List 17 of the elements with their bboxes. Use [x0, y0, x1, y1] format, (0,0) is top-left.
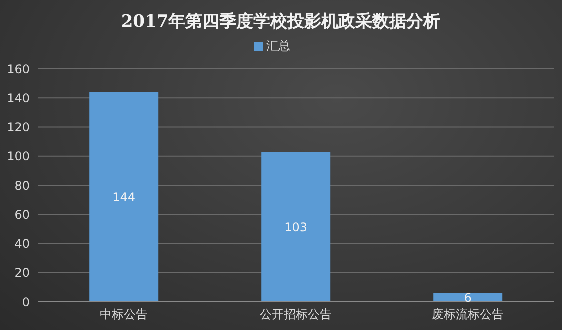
- x-tick-label: 中标公告: [100, 308, 148, 322]
- y-tick-label: 20: [14, 266, 30, 280]
- y-tick-label: 100: [7, 150, 30, 164]
- y-tick-label: 80: [14, 178, 30, 193]
- y-tick-label: 40: [14, 237, 30, 252]
- legend-label: 汇总: [266, 39, 290, 53]
- y-tick-label: 140: [7, 91, 30, 106]
- y-tick-label: 60: [14, 208, 30, 222]
- y-tick-label: 160: [7, 62, 30, 76]
- x-tick-label: 废标流标公告: [432, 308, 504, 322]
- data-label: 6: [464, 290, 472, 305]
- data-label: 144: [112, 190, 136, 204]
- data-label: 103: [284, 220, 308, 234]
- y-tick-label: 0: [22, 295, 30, 310]
- y-tick-label: 120: [7, 120, 30, 135]
- x-tick-label: 公开招标公告: [260, 308, 332, 322]
- chart-title: 2017年第四季度学校投影机政采数据分析: [120, 11, 442, 33]
